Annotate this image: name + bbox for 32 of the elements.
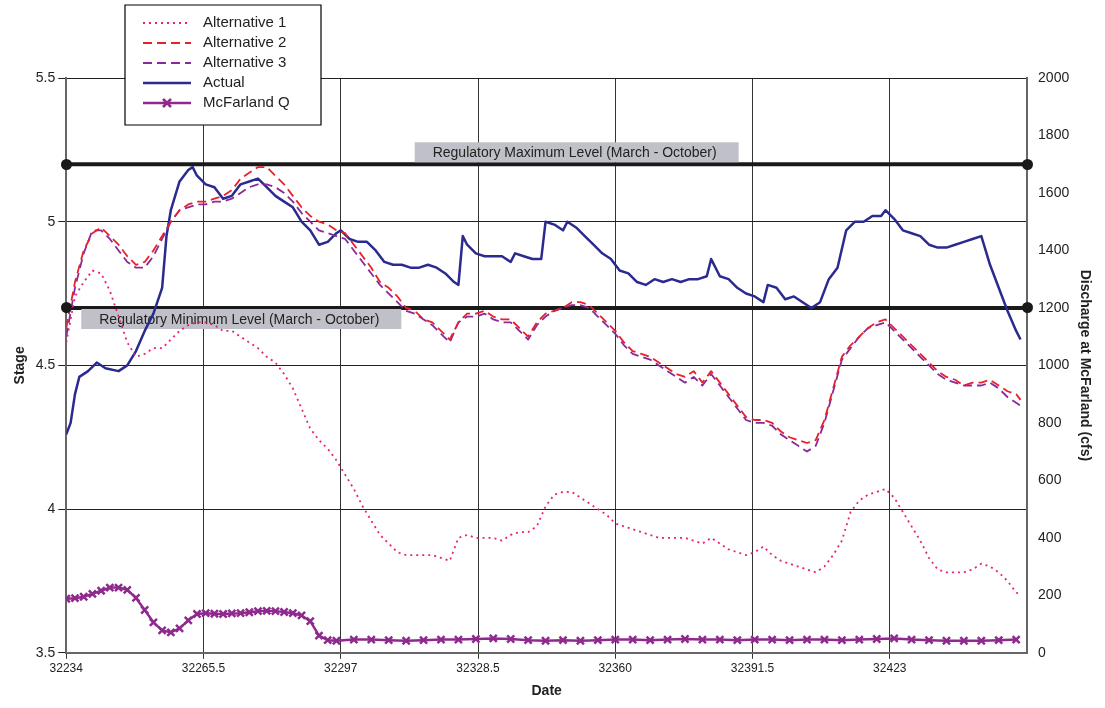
y2-axis-title: Discharge at McFarland (cfs) (1077, 269, 1094, 462)
x-tick-label: 32234 (49, 661, 84, 676)
x-tick-label: 32423 (873, 661, 907, 676)
y2-tick-label: 600 (1038, 471, 1062, 488)
legend-label: McFarland Q (203, 93, 290, 111)
y2-tick-label: 1400 (1038, 241, 1070, 258)
y2-tick-label: 0 (1038, 643, 1047, 660)
x-tick-label: 32297 (324, 661, 358, 676)
x-tick-label: 32328.5 (456, 661, 501, 676)
y2-tick-label: 1200 (1038, 298, 1070, 315)
y2-tick-label: 2000 (1038, 68, 1070, 85)
y-tick-label: 5 (47, 212, 56, 229)
y2-tick-label: 1000 (1038, 356, 1070, 373)
x-tick-label: 32391.5 (730, 661, 775, 676)
legend-label: Alternative 1 (203, 13, 287, 31)
ref-line-label: Regulatory Maximum Level (March - October) (432, 144, 717, 161)
y-axis-title: Stage (11, 346, 28, 385)
y2-tick-label: 1600 (1038, 183, 1070, 200)
y2-tick-label: 400 (1038, 528, 1062, 545)
y2-tick-label: 200 (1038, 586, 1062, 603)
x-tick-label: 32265.5 (181, 661, 226, 676)
legend-label: Alternative 3 (203, 53, 287, 71)
y-tick-label: 4.5 (35, 356, 56, 373)
legend-label: Alternative 2 (203, 33, 287, 51)
y-tick-label: 5.5 (35, 68, 56, 85)
legend-label: Actual (203, 73, 245, 91)
y-tick-label: 3.5 (35, 643, 56, 660)
x-axis-title: Date (531, 682, 563, 699)
y-tick-label: 4 (47, 499, 56, 516)
y2-tick-label: 1800 (1038, 126, 1070, 143)
y2-tick-label: 800 (1038, 413, 1062, 430)
x-tick-label: 32360 (598, 661, 633, 676)
